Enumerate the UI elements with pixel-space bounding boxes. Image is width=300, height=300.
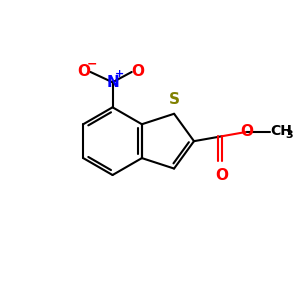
Text: −: − (87, 57, 97, 70)
Text: CH: CH (270, 124, 292, 138)
Text: S: S (169, 92, 180, 107)
Text: O: O (77, 64, 91, 80)
Text: N: N (106, 75, 119, 90)
Text: +: + (115, 69, 124, 79)
Text: O: O (132, 64, 145, 80)
Text: O: O (215, 168, 228, 183)
Text: 3: 3 (285, 130, 292, 140)
Text: O: O (241, 124, 254, 140)
